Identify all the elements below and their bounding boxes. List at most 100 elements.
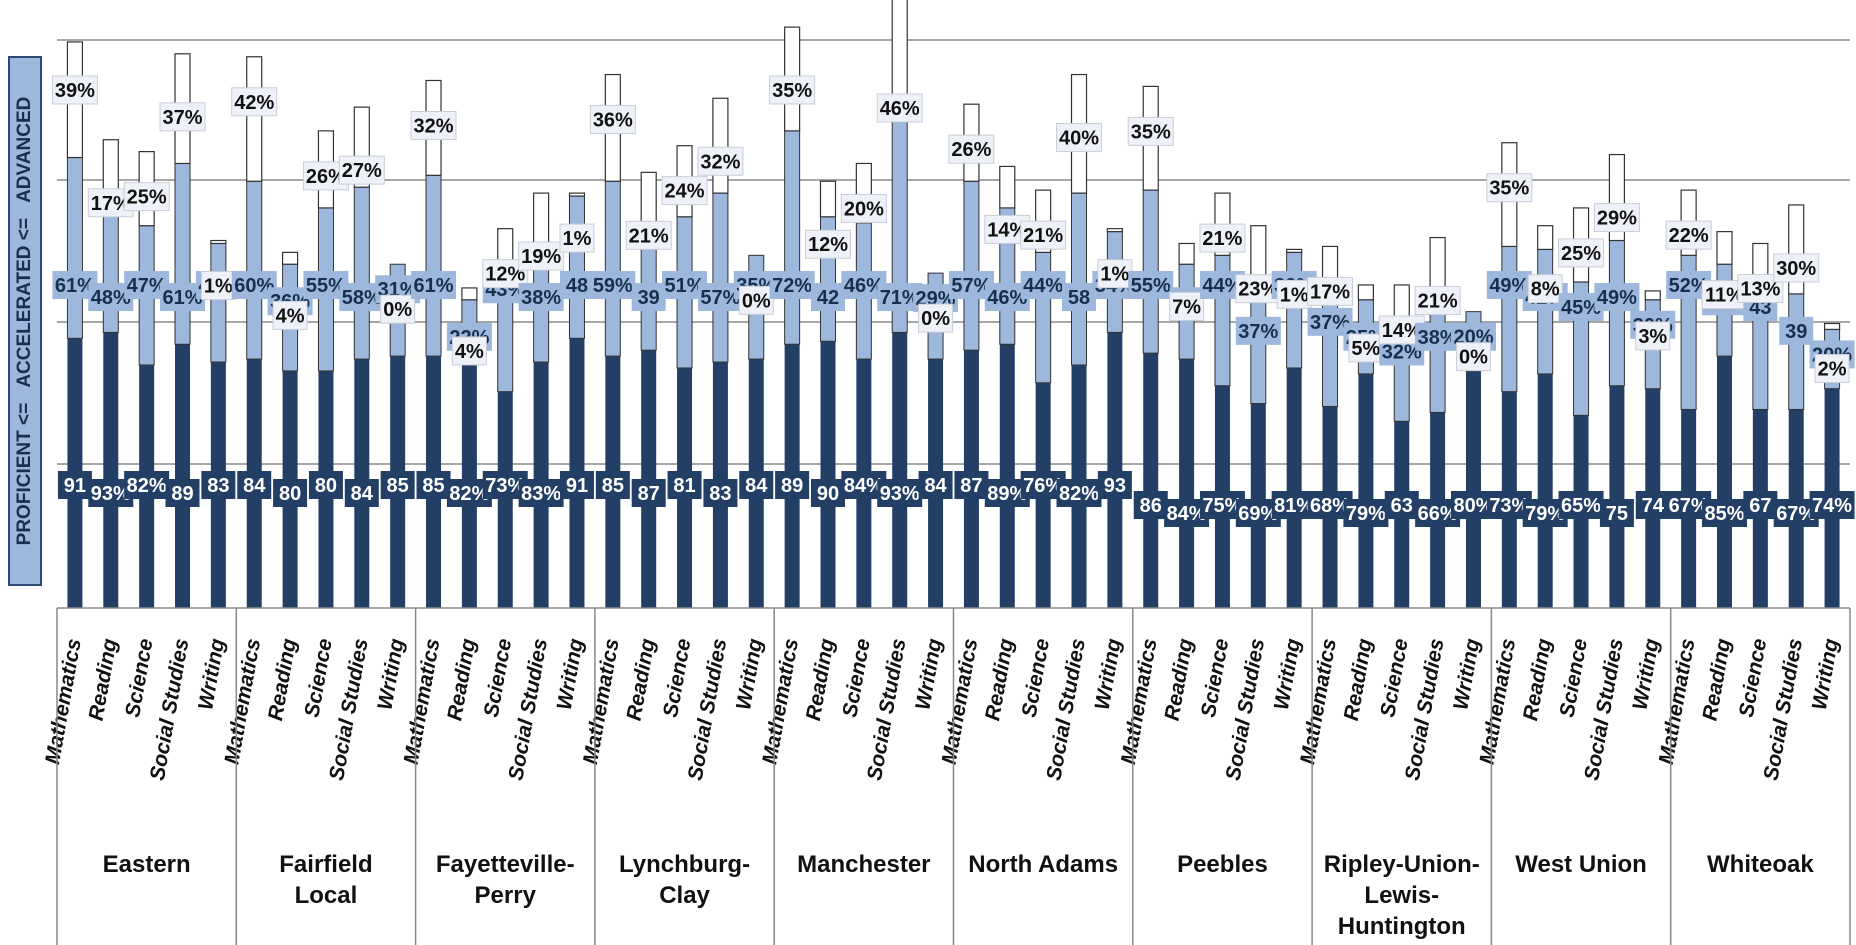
tick-label-g8-s2: Science	[1556, 637, 1592, 719]
label-proficient-g2-s3: 83%	[521, 483, 561, 505]
label-accelerated-g2-s3-bg	[518, 283, 564, 311]
bar-advanced-g8-s1	[1537, 225, 1554, 251]
tick-label-g4-s4: Writing	[911, 637, 946, 712]
label-proficient-g9-s0: 67%	[1669, 495, 1709, 517]
label-proficient-g6-s4: 81%	[1274, 495, 1314, 517]
label-advanced-g0-s4-bg	[200, 271, 236, 301]
label-proficient-g0-s4: 83	[207, 475, 229, 497]
label-advanced-g8-s1-bg	[1527, 274, 1563, 304]
tick-label-g2-s4: Writing	[553, 637, 588, 712]
label-advanced-g5-s2: 21%	[1023, 225, 1063, 247]
label-advanced-g2-s3-bg	[518, 241, 565, 271]
label-accelerated-g2-s4-bg	[559, 271, 594, 299]
bar-advanced-g5-s1	[999, 165, 1016, 209]
label-proficient-g1-s2-bg	[308, 471, 343, 499]
bar-advanced-g9-s1	[1716, 231, 1733, 265]
tick-label-g5-s0: Mathematics	[938, 637, 983, 766]
label-accelerated-g2-s4: 48	[566, 275, 588, 297]
label-advanced-g2-s2: 12%	[485, 264, 525, 286]
label-advanced-g4-s1-bg	[804, 229, 851, 259]
label-advanced-g9-s0-bg	[1665, 220, 1712, 250]
bar-accelerated-g0-s4	[210, 242, 227, 363]
tick-label-g3-s1: Reading	[623, 637, 660, 723]
label-proficient-g0-s4-bg	[201, 471, 236, 499]
group-label-1-1: Local	[295, 882, 358, 909]
label-advanced-g9-s3: 30%	[1776, 258, 1816, 280]
label-advanced-g7-s0: 17%	[1310, 281, 1350, 303]
label-advanced-g8-s4: 3%	[1638, 326, 1667, 348]
label-advanced-g6-s1: 7%	[1172, 296, 1201, 318]
label-proficient-g6-s0-bg	[1133, 491, 1168, 519]
label-advanced-g8-s2: 25%	[1561, 243, 1601, 265]
label-accelerated-g8-s3-bg	[1594, 283, 1640, 311]
bar-accelerated-g8-s0	[1501, 245, 1518, 393]
label-advanced-g3-s1-bg	[625, 220, 672, 250]
label-accelerated-g5-s1: 46%	[987, 287, 1027, 309]
label-proficient-g1-s1-bg	[273, 479, 308, 507]
label-proficient-g0-s2-bg	[124, 471, 170, 499]
tick-label-g7-s4: Writing	[1449, 637, 1484, 712]
tick-label-g0-s4: Writing	[194, 637, 229, 712]
group-label-9-0: Whiteoak	[1707, 851, 1814, 878]
label-proficient-g8-s4: 74	[1642, 495, 1665, 517]
label-proficient-g7-s2-bg	[1384, 491, 1419, 519]
label-advanced-g1-s4-bg	[380, 294, 416, 324]
label-advanced-g6-s0: 35%	[1131, 121, 1171, 143]
label-proficient-g8-s2: 65%	[1561, 495, 1601, 517]
bar-advanced-g9-s4	[1823, 322, 1841, 331]
label-accelerated-g4-s0-bg	[769, 271, 815, 299]
label-proficient-g8-s3: 75	[1606, 503, 1628, 525]
label-accelerated-g9-s3-bg	[1779, 316, 1814, 345]
label-advanced-g8-s0-bg	[1486, 173, 1533, 203]
label-advanced-g5-s2-bg	[1020, 220, 1067, 250]
bar-advanced-g2-s2	[497, 228, 514, 265]
group-label-7-2: Huntington	[1338, 913, 1466, 940]
label-advanced-g6-s4-bg	[1276, 279, 1312, 309]
bar-proficient-g0-s3	[175, 344, 191, 608]
label-advanced-g4-s3-bg	[876, 93, 923, 123]
label-proficient-g7-s1: 79%	[1346, 503, 1386, 525]
tick-label-g1-s4: Writing	[373, 637, 408, 712]
bar-advanced-g6-s1	[1178, 242, 1195, 265]
tick-label-g1-s1: Reading	[264, 637, 301, 723]
label-accelerated-g0-s2: 47%	[127, 275, 167, 297]
label-advanced-g6-s1-bg	[1169, 291, 1205, 321]
label-proficient-g9-s2: 67	[1749, 495, 1771, 517]
label-accelerated-g3-s1-bg	[631, 283, 666, 311]
label-proficient-g3-s0-bg	[595, 471, 630, 499]
label-proficient-g3-s2: 81	[673, 475, 695, 497]
label-advanced-g3-s2-bg	[661, 176, 708, 206]
bar-accelerated-g5-s3	[1071, 192, 1088, 366]
label-advanced-g5-s0: 26%	[951, 139, 991, 161]
tick-label-g7-s2: Science	[1376, 637, 1412, 719]
group-label-5-0: North Adams	[968, 851, 1118, 878]
bar-proficient-g5-s4	[1107, 332, 1123, 608]
label-accelerated-g0-s1: 48%	[91, 287, 131, 309]
group-label-3-1: Clay	[659, 882, 710, 909]
label-advanced-g5-s1: 14%	[987, 219, 1027, 241]
label-proficient-g2-s0-bg	[416, 471, 451, 499]
label-advanced-g9-s2: 13%	[1740, 278, 1780, 300]
label-proficient-g5-s2: 76%	[1023, 475, 1063, 497]
label-proficient-g7-s4: 80%	[1453, 495, 1493, 517]
label-advanced-g7-s2: 14%	[1382, 320, 1422, 342]
tick-label-g5-s1: Reading	[981, 637, 1018, 723]
label-accelerated-g3-s0: 59%	[593, 275, 633, 297]
bar-accelerated-g8-s3	[1608, 240, 1625, 387]
tick-label-g6-s1: Reading	[1160, 637, 1197, 723]
tick-label-g3-s4: Writing	[732, 637, 767, 712]
label-proficient-g4-s2: 84%	[844, 475, 884, 497]
label-advanced-g1-s0-bg	[231, 87, 278, 117]
label-advanced-g2-s1: 4%	[455, 341, 484, 363]
label-accelerated-g7-s0: 37%	[1310, 312, 1350, 334]
label-proficient-g2-s3-bg	[518, 479, 564, 507]
label-advanced-g7-s0-bg	[1307, 276, 1354, 306]
label-advanced-g6-s0-bg	[1127, 116, 1174, 146]
label-advanced-g9-s0: 22%	[1669, 225, 1709, 247]
label-accelerated-g1-s2: 55%	[306, 275, 346, 297]
label-proficient-g6-s0: 86	[1140, 495, 1162, 517]
bar-proficient-g6-s0	[1143, 353, 1159, 608]
label-proficient-g1-s3-bg	[344, 479, 379, 507]
label-accelerated-g4-s1-bg	[810, 283, 845, 311]
